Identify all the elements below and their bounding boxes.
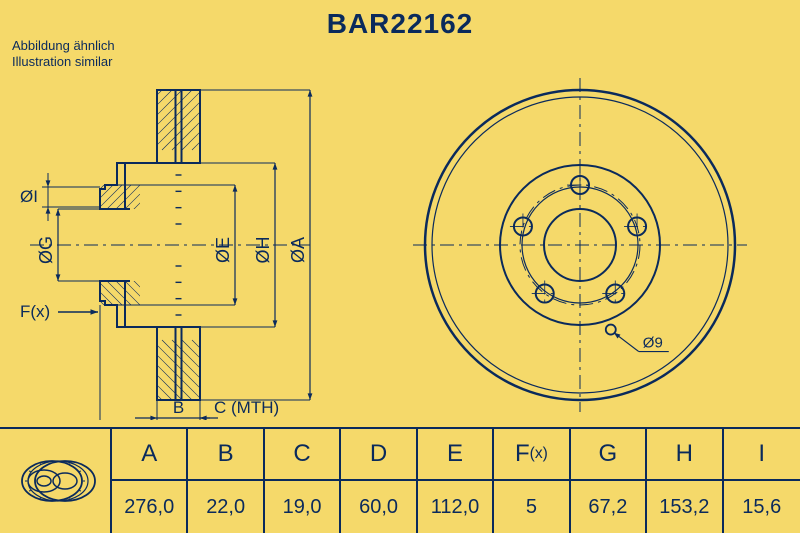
svg-text:ØE: ØE (213, 237, 233, 263)
svg-text:ØH: ØH (253, 237, 273, 264)
table-cell: 60,0 (341, 481, 417, 533)
table-cell: 276,0 (112, 481, 188, 533)
svg-text:F(x): F(x) (20, 302, 50, 321)
table-header: G (571, 429, 647, 481)
svg-text:C (MTH): C (MTH) (214, 398, 279, 417)
table-header: E (418, 429, 494, 481)
table-header: A (112, 429, 188, 481)
table-thumbnail (0, 429, 110, 533)
svg-text:ØA: ØA (288, 237, 308, 263)
dimension-table: ABCDEF(x)GHI276,022,019,060,0112,0567,21… (0, 427, 800, 533)
table-cell: 15,6 (724, 481, 800, 533)
table-cell: 112,0 (418, 481, 494, 533)
svg-text:B: B (173, 398, 184, 417)
table-cell: 19,0 (265, 481, 341, 533)
table-cell: 22,0 (188, 481, 264, 533)
svg-text:ØI: ØI (20, 187, 38, 206)
table-header: I (724, 429, 800, 481)
part-number-title: BAR22162 (0, 8, 800, 40)
data-grid: ABCDEF(x)GHI276,022,019,060,0112,0567,21… (110, 429, 800, 533)
table-header: H (647, 429, 723, 481)
svg-text:Ø9: Ø9 (643, 335, 663, 352)
table-header: F(x) (494, 429, 570, 481)
technical-drawing: Ø9ØAØHØEØGØIF(x)BDC (MTH) (0, 40, 800, 420)
svg-text:ØG: ØG (36, 236, 56, 264)
table-header: D (341, 429, 417, 481)
table-header: B (188, 429, 264, 481)
table-cell: 67,2 (571, 481, 647, 533)
table-header: C (265, 429, 341, 481)
table-cell: 153,2 (647, 481, 723, 533)
table-cell: 5 (494, 481, 570, 533)
